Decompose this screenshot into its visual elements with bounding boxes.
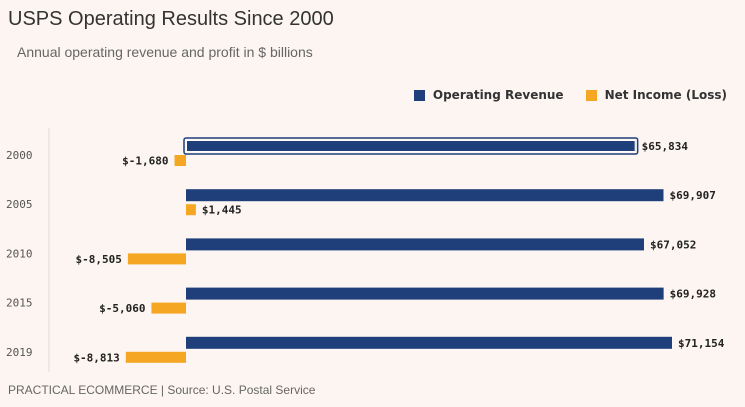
legend-item-revenue[interactable]: Operating Revenue — [413, 88, 564, 102]
source-note: PRACTICAL ECOMMERCE | Source: U.S. Posta… — [8, 383, 316, 397]
legend-item-income[interactable]: Net Income (Loss) — [585, 88, 727, 102]
income-bar — [127, 253, 186, 265]
category-label: 2000 — [6, 149, 33, 162]
revenue-value-label: $71,154 — [678, 337, 725, 350]
revenue-value-label: $69,907 — [669, 189, 715, 202]
revenue-value-label: $69,928 — [670, 288, 716, 301]
income-value-label: $-8,505 — [76, 253, 122, 266]
category-label: 2005 — [6, 198, 33, 211]
legend: Operating Revenue Net Income (Loss) — [413, 88, 727, 102]
category-label: 2010 — [6, 247, 33, 260]
chart-title: USPS Operating Results Since 2000 — [8, 8, 334, 30]
income-bar — [174, 155, 186, 166]
legend-swatch-revenue — [413, 89, 425, 101]
income-bar — [125, 351, 186, 363]
category-label: 2019 — [6, 346, 33, 359]
income-bar — [151, 302, 186, 314]
revenue-bar — [186, 287, 664, 300]
revenue-bar-highlight — [183, 137, 639, 155]
legend-label-income: Net Income (Loss) — [604, 88, 727, 102]
revenue-bar-highlight-inner — [186, 140, 636, 152]
income-value-label: $-1,680 — [122, 155, 168, 168]
income-value-label: $-5,060 — [99, 302, 145, 315]
chart-subtitle: Annual operating revenue and profit in $… — [17, 44, 313, 60]
legend-swatch-income — [585, 89, 597, 101]
income-value-label: $1,445 — [202, 204, 242, 217]
revenue-bar — [186, 140, 636, 152]
income-value-label: $-8,813 — [73, 351, 119, 364]
category-label: 2015 — [6, 297, 33, 310]
revenue-bar — [186, 189, 664, 202]
revenue-bar — [186, 238, 644, 251]
income-bar — [186, 204, 196, 216]
revenue-value-label: $67,052 — [650, 238, 696, 251]
legend-label-revenue: Operating Revenue — [432, 88, 564, 102]
revenue-value-label: $65,834 — [642, 140, 689, 153]
revenue-bar — [186, 336, 672, 349]
